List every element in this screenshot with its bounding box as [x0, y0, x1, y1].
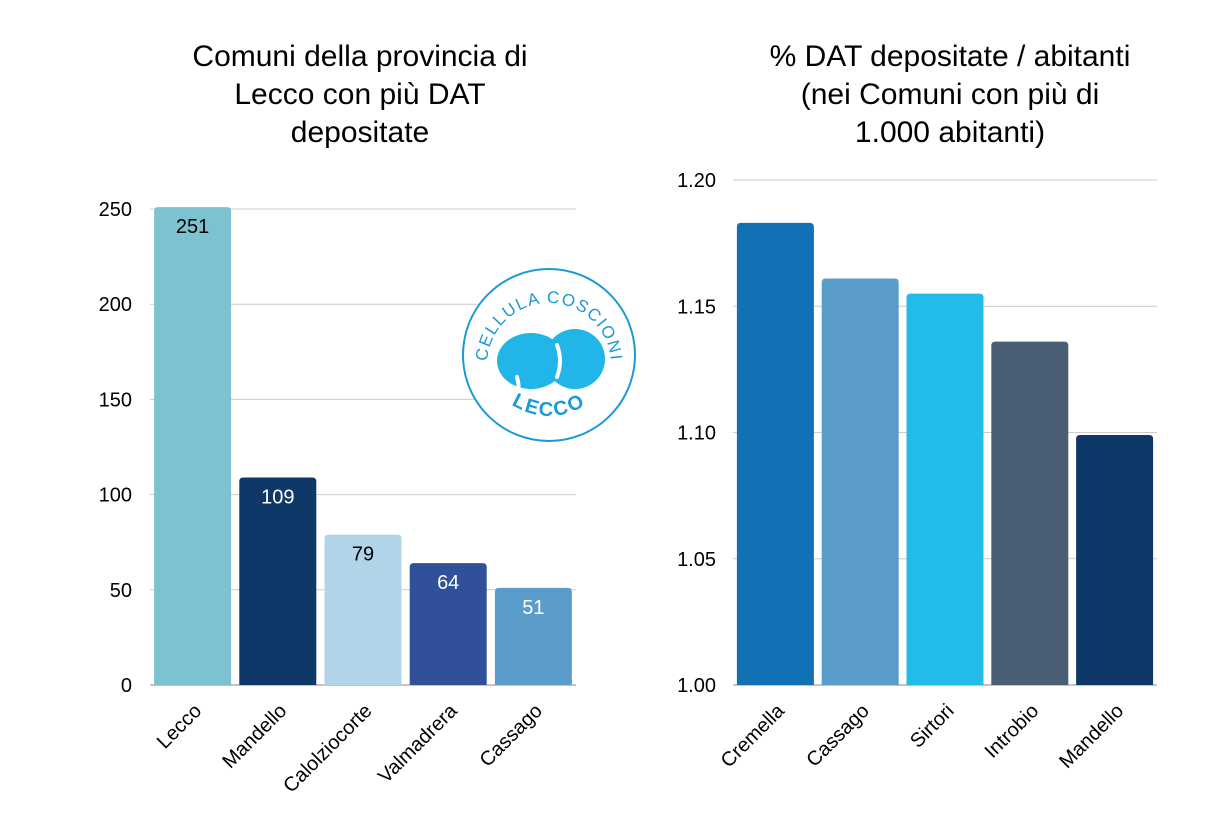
left-chart-title: Comuni della provincia di Lecco con più … — [110, 38, 610, 152]
right-bar — [906, 293, 984, 685]
left-y-tick-label: 100 — [99, 485, 132, 507]
left-x-tick-label: Lecco — [153, 700, 206, 753]
left-bar — [324, 534, 402, 685]
right-y-tick-label: 1.00 — [677, 675, 716, 697]
right-x-tick-label: Cassago — [802, 700, 873, 771]
right-y-tick-label: 1.05 — [677, 549, 716, 571]
left-bar-value-label: 79 — [352, 544, 374, 566]
left-y-tick-label: 0 — [121, 675, 132, 697]
left-x-tick-label: Valmadrera — [374, 699, 462, 787]
left-bar-value-label: 64 — [437, 572, 459, 594]
left-title-line-1: Comuni della provincia di — [192, 40, 528, 73]
right-bar — [1076, 435, 1154, 685]
left-y-tick-label: 50 — [110, 580, 132, 602]
left-bar — [154, 207, 232, 685]
right-title-line-1: % DAT depositate / abitanti — [769, 40, 1131, 73]
right-x-tick-label: Introbio — [981, 700, 1044, 763]
right-x-tick-label: Mandello — [1055, 700, 1128, 773]
cellula-coscioni-logo: CELLULA COSCIONI LECCO — [462, 268, 636, 442]
right-y-tick-label: 1.20 — [677, 170, 716, 192]
right-bar-chart: 1.00 1.05 1.10 1.15 1.20 Cremella Cassago Sirto… — [677, 170, 1157, 773]
logo-mark-icon — [497, 329, 605, 403]
right-chart-title: % DAT depositate / abitanti (nei Comuni … — [690, 38, 1206, 152]
left-x-tick-label: Calolziocorte — [279, 700, 376, 797]
left-bar — [494, 587, 572, 685]
left-y-tick-label: 150 — [99, 389, 132, 411]
right-x-tick-label: Cremella — [717, 699, 790, 772]
left-bar-value-label: 109 — [261, 486, 294, 508]
left-bar-value-label: 51 — [522, 597, 544, 619]
left-y-tick-label: 200 — [99, 294, 132, 316]
right-bar — [991, 341, 1069, 685]
right-y-tick-label: 1.10 — [677, 423, 716, 445]
right-x-tick-label: Sirtori — [906, 700, 958, 752]
left-title-line-2: Lecco con più DAT — [234, 78, 486, 111]
left-bar — [239, 477, 317, 685]
right-y-tick-label: 1.15 — [677, 296, 716, 318]
left-y-tick-label: 250 — [99, 199, 132, 221]
left-bar — [409, 563, 487, 685]
right-bar — [821, 278, 899, 685]
left-title-line-3: depositate — [290, 116, 430, 149]
right-title-line-3: 1.000 abitanti) — [854, 116, 1046, 149]
left-x-tick-label: Cassago — [476, 700, 547, 771]
right-bar — [736, 222, 814, 686]
right-title-line-2: (nei Comuni con più di — [800, 78, 1100, 111]
left-bar-value-label: 251 — [176, 216, 209, 238]
left-x-tick-label: Mandello — [218, 700, 291, 773]
